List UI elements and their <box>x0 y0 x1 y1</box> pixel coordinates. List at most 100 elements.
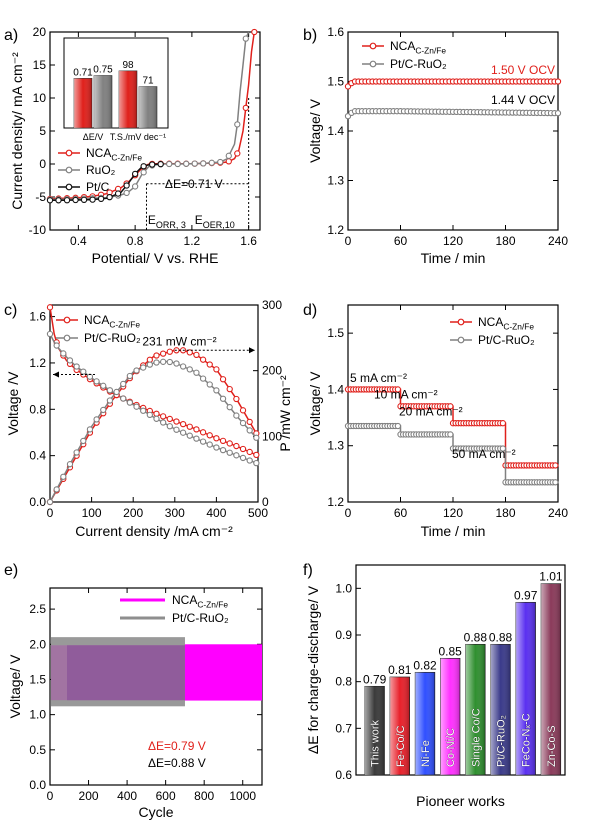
x-axis-label: Time / min <box>421 523 486 539</box>
legend-marker <box>63 334 71 342</box>
panel-label: d) <box>303 302 317 319</box>
x-tick-label: 400 <box>206 506 226 520</box>
series-marker <box>233 395 240 403</box>
series-line <box>49 360 259 503</box>
current-density-label: 10 mA cm⁻² <box>374 388 438 402</box>
series-marker <box>246 457 253 464</box>
series-marker <box>447 431 454 438</box>
bar-value-label: 0.82 <box>413 658 437 672</box>
series-marker <box>217 158 224 166</box>
current-density-label: 5 mA cm⁻² <box>350 371 407 385</box>
series-marker <box>174 160 181 168</box>
x-tick-label: 180 <box>495 506 515 520</box>
bar-value-label: 0.85 <box>438 644 462 658</box>
legend-label: Pt/C-RuO₂ <box>84 331 141 345</box>
bar-value-label: 0.88 <box>489 630 513 644</box>
series-marker <box>499 420 507 427</box>
series-marker <box>86 426 94 433</box>
arrow-head <box>53 371 59 378</box>
series-marker <box>60 350 67 357</box>
x-tick-label: 800 <box>194 789 214 803</box>
series-marker <box>140 407 147 414</box>
legend-label: NCAC-Zn/Fe <box>84 313 140 330</box>
y-tick-label: 0.7 <box>335 721 352 735</box>
legend-label: NCAC-Zn/Fe <box>478 315 534 332</box>
series-marker <box>106 397 114 404</box>
x-axis-label: Current density /mA cm⁻² <box>75 523 233 539</box>
series-marker <box>225 152 232 159</box>
y-tick-label: 1.0 <box>29 708 46 722</box>
y-axis-label: P /mW cm⁻² <box>277 375 293 452</box>
series-marker <box>186 423 193 430</box>
series-marker <box>140 169 147 176</box>
x-tick-label: 0.8 <box>127 234 144 248</box>
y-axis-label: ΔE for charge-discharge/ V <box>305 585 321 754</box>
series-marker <box>447 403 454 410</box>
series-marker <box>206 441 213 448</box>
series-marker <box>46 330 54 338</box>
bar-value-label: 1.01 <box>539 570 563 584</box>
panel-label: b) <box>303 27 317 44</box>
bar-shade <box>389 677 410 775</box>
series-marker <box>233 452 240 459</box>
series-marker <box>80 437 87 445</box>
series-marker <box>46 304 54 311</box>
series-marker <box>153 410 160 417</box>
series-marker <box>146 411 153 419</box>
series-marker <box>179 429 187 436</box>
series-marker <box>193 435 200 442</box>
ocv-label: 1.44 V OCV <box>491 93 555 107</box>
x-tick-label: 100 <box>82 506 102 520</box>
bar-category-label: Fe-Co/C <box>395 725 407 767</box>
series-marker <box>131 170 139 178</box>
series-marker <box>226 440 233 447</box>
y-tick-label: 2.5 <box>29 602 46 616</box>
series-marker <box>123 189 130 197</box>
series-marker <box>213 366 220 373</box>
eorr-sub-label: ORR, 3 <box>156 220 186 230</box>
series-marker <box>206 381 213 388</box>
series-marker <box>554 78 562 85</box>
series-marker <box>106 387 114 394</box>
series-marker <box>213 444 220 451</box>
bar-value-label: 0.88 <box>464 630 488 644</box>
series-marker <box>213 435 220 442</box>
series-marker <box>72 196 79 204</box>
y-tick-label: 1.6 <box>327 25 344 39</box>
series-marker <box>157 160 164 168</box>
series-marker <box>186 432 193 439</box>
y-tick-label: 1.6 <box>29 310 46 324</box>
series-marker <box>100 382 107 389</box>
series-marker <box>114 190 122 197</box>
bar-category-label: Ni-Fe <box>420 740 432 767</box>
y-tick-label: 0.0 <box>29 778 46 792</box>
y-tick-label: 1.3 <box>327 174 344 188</box>
series-marker <box>394 422 402 430</box>
x-axis-label: Cycle <box>138 804 173 820</box>
y-tick-label-right: 100 <box>262 429 282 443</box>
series-marker <box>219 395 227 402</box>
series-marker <box>193 351 200 359</box>
series-marker <box>133 367 140 374</box>
series-marker <box>133 403 140 410</box>
series-marker <box>140 163 147 170</box>
series-marker <box>554 110 562 117</box>
inset-bar-shade <box>74 78 92 128</box>
series-marker <box>80 368 87 375</box>
series-marker <box>242 35 249 42</box>
x-tick-label: 0 <box>345 506 352 520</box>
legend-marker <box>65 149 73 157</box>
series-marker <box>126 399 134 406</box>
y-tick-label: 20 <box>33 25 47 39</box>
legend-label: Pt/C-RuO₂ <box>478 333 535 347</box>
series-marker <box>126 372 134 380</box>
y-tick-label: 1.2 <box>327 223 344 237</box>
panel-label: c) <box>4 302 17 319</box>
series-marker <box>100 406 107 414</box>
legend-marker <box>65 166 73 174</box>
series-marker <box>173 360 180 367</box>
y-tick-label: 0.8 <box>335 675 352 689</box>
x-tick-label: 180 <box>495 234 515 248</box>
inset-category-label: T.S./mV dec⁻¹ <box>110 132 166 142</box>
